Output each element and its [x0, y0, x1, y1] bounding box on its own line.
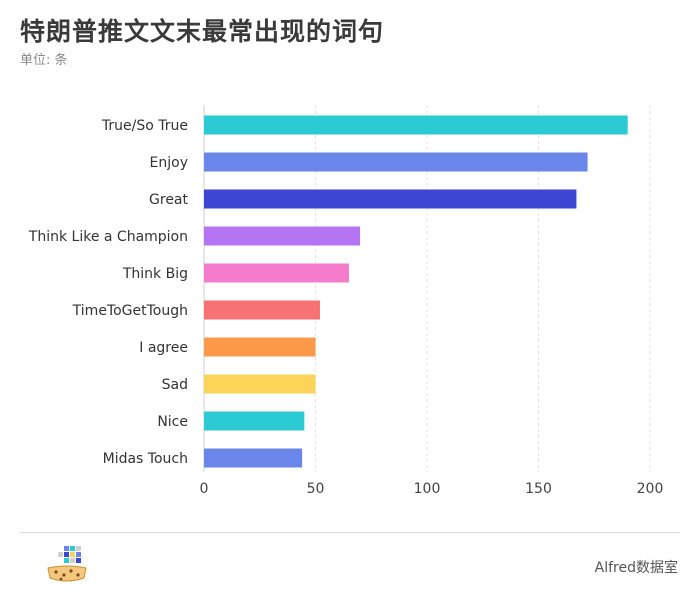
x-tick-label: 50: [307, 481, 325, 497]
bar-chart: True/So True Enjoy Great Think Like a Champ…: [28, 105, 664, 497]
bar: [204, 374, 316, 394]
bar: [204, 300, 320, 320]
category-label: Think Like a Champion: [28, 229, 188, 245]
x-tick-label: 200: [637, 481, 664, 497]
bar: [204, 152, 588, 172]
bar: [204, 337, 316, 357]
category-label: Nice: [157, 414, 188, 430]
category-label: Enjoy: [150, 155, 188, 171]
chart-title: 特朗普推文文末最常出现的词句: [20, 17, 385, 46]
x-tick-label: 0: [200, 481, 209, 497]
category-label: Midas Touch: [103, 451, 188, 467]
bar: [204, 189, 577, 209]
category-label: TimeToGetTough: [72, 303, 188, 319]
footer-divider: [20, 532, 680, 533]
x-tick-label: 100: [414, 481, 441, 497]
bar: [204, 115, 628, 135]
x-tick-label: 150: [525, 481, 552, 497]
brand-logo-icon: [47, 546, 87, 582]
bar: [204, 263, 349, 283]
chart-subtitle: 单位: 条: [20, 53, 68, 68]
brand-name: Alfred数据室: [594, 560, 678, 576]
category-label: Great: [149, 192, 188, 208]
bar: [204, 226, 361, 246]
bar: [204, 448, 303, 468]
bar: [204, 411, 305, 431]
category-label: True/So True: [101, 118, 188, 134]
category-label: Think Big: [122, 266, 188, 282]
category-label: I agree: [139, 340, 188, 356]
category-label: Sad: [162, 377, 188, 393]
